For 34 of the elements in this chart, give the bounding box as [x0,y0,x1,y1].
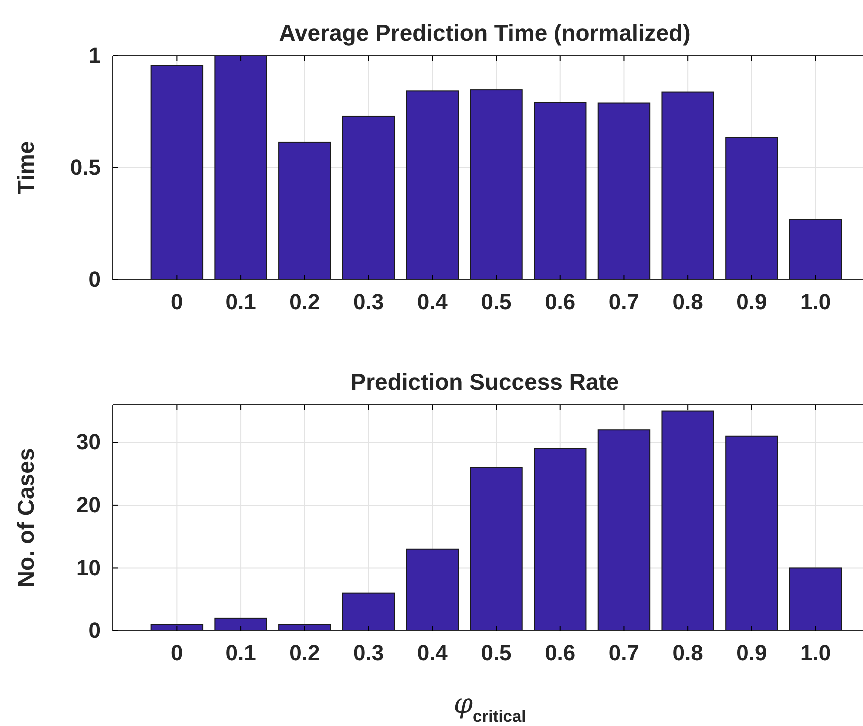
x-tick-label: 0.8 [672,290,704,315]
x-tick-label: 0.8 [672,640,704,666]
y-tick-label: 0 [88,618,101,644]
x-tick-label: 0 [171,640,184,666]
y-tick-label: 30 [76,430,101,455]
x-tick-label: 0.5 [481,290,512,315]
x-tick-label: 1.0 [800,290,832,315]
x-tick-label: 0.4 [417,290,449,315]
x-tick-label: 0.2 [290,640,320,666]
y-tick-label: 0.5 [70,155,101,180]
y-tick-label: 20 [76,492,101,518]
x-axis-title: φ$_{critical}$ [454,688,526,726]
x-tick-label: 0.3 [353,640,384,666]
x-tick-label: 0.1 [226,290,256,315]
x-tick-label: 0.9 [736,290,768,315]
x-tick-label: 0.6 [545,640,576,666]
x-tick-label: 0.5 [481,640,512,666]
x-tick-label: 0.7 [608,640,640,666]
x-tick-label: 0 [171,290,184,315]
chart-title: Average Prediction Time (normalized) [279,20,691,46]
x-tick-label: 0.7 [608,290,640,315]
x-tick-label: 0.2 [290,290,320,315]
x-tick-label: 0.1 [226,640,256,666]
x-tick-label: 0.9 [736,640,768,666]
y-axis-title: Time [13,141,39,195]
x-tick-label: 0.4 [417,640,449,666]
y-tick-label: 10 [76,555,101,580]
y-tick-label: 1 [88,43,101,68]
x-tick-label: 1.0 [800,640,832,666]
y-axis-title: No. of Cases [13,448,39,588]
x-tick-label: 0.3 [353,290,384,315]
chart-title: Prediction Success Rate [350,369,620,395]
y-tick-label: 0 [88,267,101,292]
x-tick-label: 0.6 [545,290,576,315]
